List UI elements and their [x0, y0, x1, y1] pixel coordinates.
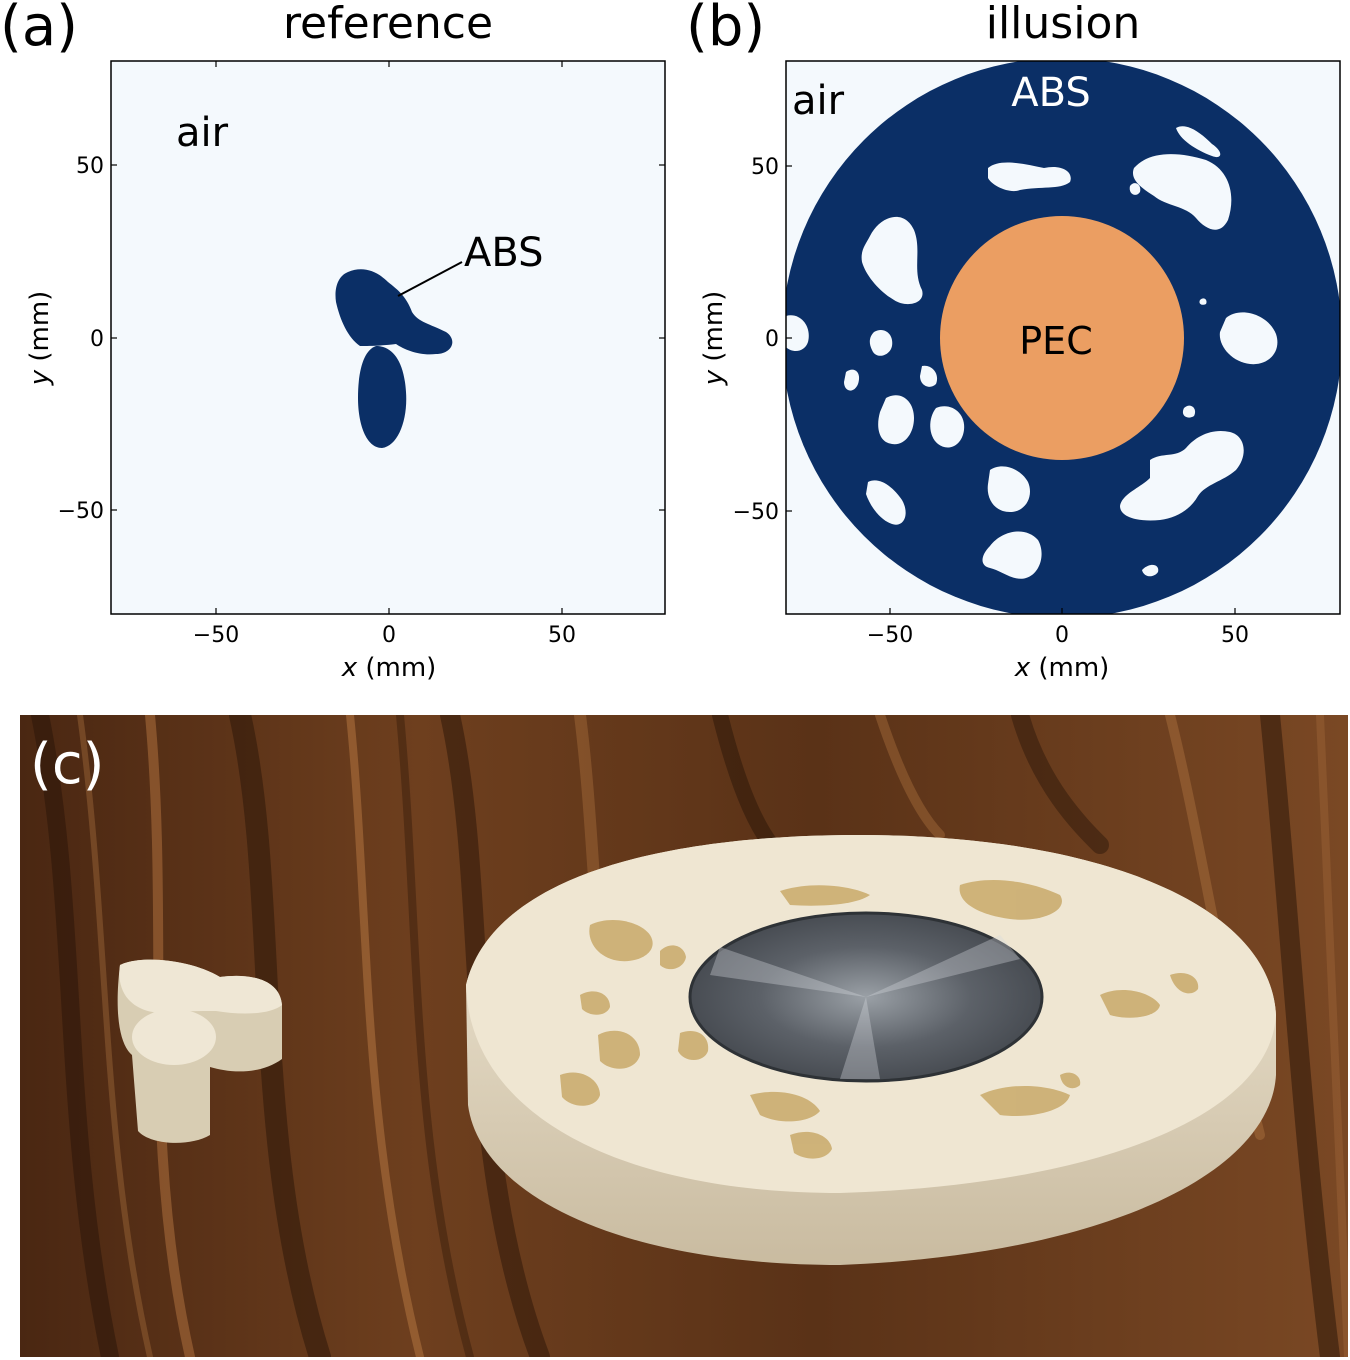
- panel-a-ytick: −50: [58, 499, 104, 524]
- panel-b-pec-core: [940, 216, 1184, 460]
- panel-a-abs-label: ABS: [464, 230, 544, 276]
- panel-b-pec-label: PEC: [1019, 319, 1092, 363]
- reference-abs-piece: [117, 959, 282, 1143]
- panel-b-ytick: −50: [733, 500, 779, 525]
- panel-b-letter: (b): [686, 0, 766, 59]
- panel-b-ytick: 50: [751, 155, 779, 180]
- panel-b-air-holes: [786, 126, 1278, 579]
- panel-b-title: illusion: [985, 0, 1141, 49]
- panel-b-y-ticks: [786, 165, 792, 512]
- panel-a-abs-leader: [397, 261, 463, 297]
- panel-c-photo: (c): [20, 715, 1348, 1357]
- panel-a-xlabel: x (mm): [341, 653, 437, 683]
- panel-a-ylabel: y (mm): [25, 291, 55, 387]
- panel-a-title: reference: [282, 0, 494, 49]
- panel-a-xtick: −50: [193, 623, 239, 648]
- panel-b-xtick: 0: [1055, 623, 1069, 648]
- panel-b-air-label: air: [792, 78, 845, 124]
- panel-a-xtick: 0: [382, 623, 396, 648]
- panel-b-ytick: 0: [765, 327, 779, 352]
- pec-metal-disc: [688, 911, 1044, 1083]
- panel-a-abs-shape: [335, 269, 453, 448]
- panel-b-x-ticks: [889, 608, 1236, 614]
- panel-b-xtick: −50: [867, 623, 913, 648]
- panel-a-y-ticks: [111, 164, 665, 511]
- panel-a-plot: air ABS −50 0 50 50 0 −50 x (mm) y (mm): [25, 60, 666, 683]
- panel-b-abs-label: ABS: [1011, 70, 1091, 116]
- panel-b-xlabel: x (mm): [1014, 653, 1110, 683]
- panel-a-air-label: air: [176, 110, 229, 156]
- panel-a-ytick: 50: [76, 154, 104, 179]
- disc-holes: [560, 880, 1199, 1159]
- panel-a-ytick: 0: [90, 327, 104, 352]
- panel-a-letter: (a): [0, 0, 79, 59]
- wood-grain: [31, 715, 1348, 1357]
- panel-b-xtick: 50: [1221, 623, 1249, 648]
- panel-b-plot: air ABS PEC −50 0 50 50 0 −50 x (mm) y (…: [699, 60, 1341, 683]
- panel-c-letter: (c): [30, 732, 104, 797]
- pec-metal-sheen: [710, 935, 1020, 1079]
- panel-a-xtick: 50: [548, 623, 576, 648]
- panel-a-x-ticks: [215, 61, 563, 614]
- panel-b-ylabel: y (mm): [699, 291, 729, 387]
